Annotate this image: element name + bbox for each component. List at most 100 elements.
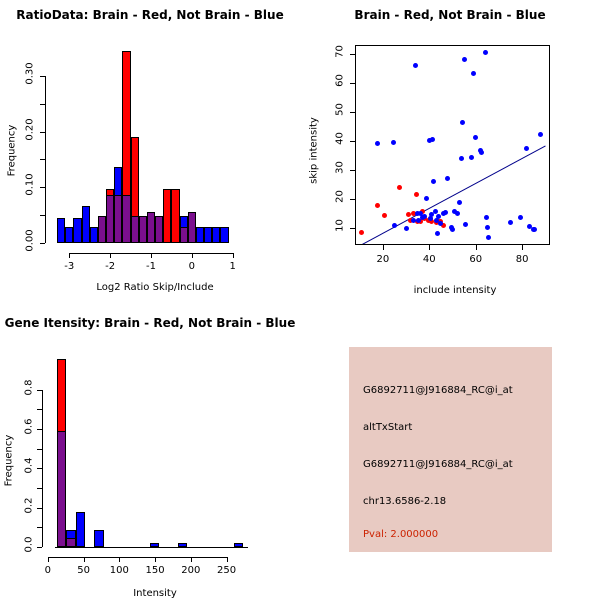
gene-x-axis: [47, 557, 227, 558]
scatter-title: Brain - Red, Not Brain - Blue: [354, 8, 546, 22]
ratio-y-tick: [40, 187, 45, 188]
scatter-point-not-brain: [422, 213, 428, 219]
ratio-y-axis: [45, 75, 46, 243]
ratio-y-minor-tick: [40, 104, 45, 105]
gene-bar-blue: [177, 543, 188, 547]
gene-histogram-title: Gene Itensity: Brain - Red, Not Brain - …: [4, 316, 296, 330]
ratio-bar-blue: [212, 226, 221, 243]
gene-x-tick-label: 200: [181, 565, 201, 576]
scatter-point-not-brain: [460, 120, 466, 126]
gene-x-tick-label: 0: [44, 565, 52, 576]
scatter-point-not-brain: [429, 212, 435, 218]
ratio-y-minor-tick: [40, 159, 45, 160]
scatter-point-not-brain: [410, 218, 416, 224]
ratio-bar-overlap: [187, 212, 196, 243]
gene-baseline: [55, 547, 248, 548]
gene-bar-blue: [150, 543, 160, 547]
scatter-point-not-brain: [459, 155, 465, 161]
ratio-bar-red: [171, 188, 180, 243]
scatter-point-not-brain: [524, 145, 530, 151]
scatter-point-not-brain: [436, 213, 442, 219]
scatter-point-brain: [359, 230, 365, 236]
gene-x-tick: [227, 557, 228, 562]
ratio-histogram-xlabel: Log2 Ratio Skip/Include: [96, 282, 214, 293]
scatter-point-not-brain: [426, 138, 432, 144]
gene-y-tick: [37, 508, 42, 509]
ratio-bar-blue: [204, 226, 213, 243]
scatter-point-not-brain: [526, 223, 532, 229]
ratio-bar-blue: [73, 218, 82, 243]
ratio-x-tick: [69, 253, 70, 258]
scatter-point-brain: [440, 222, 446, 228]
ratio-bar-overlap: [114, 195, 123, 243]
gene-y-tick-label: 0.6: [23, 418, 35, 435]
scatter-y-tick: [350, 170, 355, 171]
gene-x-tick: [119, 557, 120, 562]
ratio-bar-overlap: [146, 212, 156, 243]
scatter-point-not-brain: [374, 141, 380, 147]
scatter-x-tick-label: 60: [469, 254, 483, 265]
scatter-point-not-brain: [508, 219, 514, 225]
gene-y-minor-tick: [37, 527, 42, 528]
scatter-point-not-brain: [482, 49, 488, 55]
scatter-point-not-brain: [473, 135, 479, 141]
ratio-x-tick-label: 1: [229, 261, 236, 272]
scatter-x-tick: [522, 245, 523, 250]
scatter-y-tick-label: 70: [334, 44, 346, 58]
scatter-point-not-brain: [538, 131, 544, 137]
gene-y-tick-label: 0.8: [23, 379, 35, 395]
gene-histogram-xlabel: Intensity: [133, 588, 177, 599]
gene-y-minor-tick: [37, 488, 42, 489]
gene-y-axis: [42, 389, 43, 547]
scatter-point-not-brain: [483, 214, 489, 220]
ratio-y-tick-label: 0.00: [24, 229, 36, 252]
gene-x-tick-label: 150: [145, 565, 165, 576]
scatter-point-not-brain: [456, 200, 462, 206]
scatter-point-not-brain: [518, 214, 524, 220]
scatter-point-not-brain: [391, 222, 397, 228]
info-probeset-id-secondary: G6892711@J916884_RC@i_at: [363, 459, 513, 470]
ratio-histogram-plot-area: 0.00 0.10 0.20 0.30 -3 -2 -1 0 1: [0, 0, 300, 300]
scatter-point-brain: [381, 212, 387, 218]
scatter-frame: [355, 45, 550, 245]
gene-y-tick: [37, 390, 42, 391]
scatter-y-tick: [350, 199, 355, 200]
gene-x-tick: [191, 557, 192, 562]
scatter-point-not-brain: [443, 210, 449, 216]
gene-y-minor-tick: [37, 409, 42, 410]
gene-bar-overlap: [57, 431, 67, 547]
scatter-point-brain: [405, 212, 411, 218]
scatter-x-tick: [476, 245, 477, 250]
gene-y-tick: [37, 468, 42, 469]
scatter-x-tick-label: 80: [515, 254, 529, 265]
scatter-point-not-brain: [438, 220, 444, 226]
scatter-point-not-brain: [433, 217, 439, 223]
scatter-x-tick-label: 20: [376, 254, 390, 265]
scatter-y-tick: [350, 83, 355, 84]
scatter-point-not-brain: [417, 210, 423, 216]
ratio-histogram-title: RatioData: Brain - Red, Not Brain - Blue: [16, 8, 284, 22]
info-pval: Pval: 2.000000: [363, 529, 439, 540]
ratio-x-tick: [192, 253, 193, 258]
panel-ratio-histogram: RatioData: Brain - Red, Not Brain - Blue…: [0, 0, 300, 300]
ratio-y-tick-label: 0.10: [24, 173, 36, 196]
gene-x-tick-label: 100: [109, 565, 129, 576]
scatter-point-brain: [410, 211, 416, 217]
ratio-bar-overlap: [97, 215, 107, 243]
scatter-point-brain: [374, 203, 380, 209]
ratio-y-tick: [40, 243, 45, 244]
gene-x-tick-label: 250: [217, 565, 237, 576]
info-probeset-id: G6892711@J916884_RC@i_at: [363, 385, 513, 396]
info-event-type: altTxStart: [363, 422, 413, 433]
ratio-x-tick-label: -1: [146, 261, 156, 272]
scatter-y-tick: [350, 112, 355, 113]
ratio-bar-blue: [89, 226, 98, 243]
gene-y-tick: [37, 547, 42, 548]
ratio-y-tick: [40, 132, 45, 133]
ratio-x-tick-label: -3: [64, 261, 75, 272]
ratio-bar-blue: [195, 226, 205, 243]
scatter-point-brain: [422, 216, 428, 222]
panel-intensity-scatter: Brain - Red, Not Brain - Blue skip inten…: [300, 0, 600, 300]
ratio-bar-blue: [220, 226, 229, 243]
scatter-point-not-brain: [450, 227, 455, 233]
